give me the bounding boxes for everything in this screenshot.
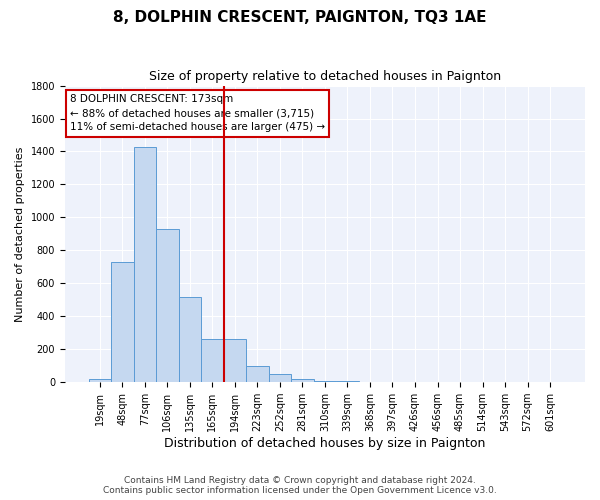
Bar [246,366,269,382]
Bar [156,229,179,382]
Bar [134,146,156,382]
Bar [179,296,201,382]
Y-axis label: Number of detached properties: Number of detached properties [15,146,25,322]
Bar [224,340,246,382]
Text: 8 DOLPHIN CRESCENT: 173sqm
← 88% of detached houses are smaller (3,715)
11% of s: 8 DOLPHIN CRESCENT: 173sqm ← 88% of deta… [70,94,325,132]
Bar [269,374,291,382]
Bar [201,340,224,382]
Bar [89,379,111,382]
Bar [111,262,134,382]
Title: Size of property relative to detached houses in Paignton: Size of property relative to detached ho… [149,70,501,83]
X-axis label: Distribution of detached houses by size in Paignton: Distribution of detached houses by size … [164,437,485,450]
Text: Contains HM Land Registry data © Crown copyright and database right 2024.
Contai: Contains HM Land Registry data © Crown c… [103,476,497,495]
Bar [291,379,314,382]
Text: 8, DOLPHIN CRESCENT, PAIGNTON, TQ3 1AE: 8, DOLPHIN CRESCENT, PAIGNTON, TQ3 1AE [113,10,487,25]
